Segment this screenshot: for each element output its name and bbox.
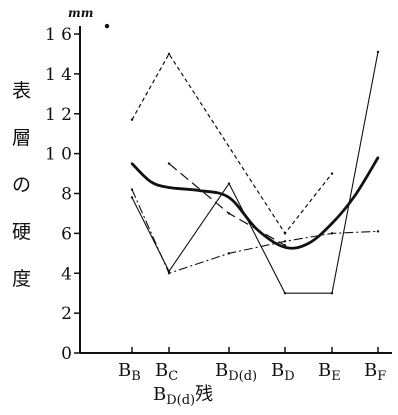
- y-axis-label-char: 度: [12, 268, 32, 290]
- data-point: [330, 232, 334, 235]
- y-tick-label: 1 4: [45, 65, 72, 85]
- series-line-thin-solid: [131, 51, 379, 294]
- data-point: [167, 186, 171, 189]
- series-line-long-dash: [168, 163, 286, 246]
- x-axis-label: BD(d)残: [153, 384, 213, 408]
- data-point: [227, 212, 231, 215]
- x-tick-label: BF: [364, 360, 386, 384]
- data-point: [283, 240, 287, 243]
- x-tick-label: BE: [318, 360, 341, 384]
- y-axis-label-char: 層: [12, 127, 32, 149]
- data-point: [167, 52, 171, 56]
- x-tick-label: BD(d): [215, 360, 257, 384]
- data-point: [130, 188, 134, 191]
- y-tick-label: 2: [61, 304, 72, 324]
- y-tick-label: 1 2: [45, 105, 72, 125]
- y-tick-label: 4: [61, 264, 72, 284]
- y-axis-unit: mm: [68, 6, 94, 20]
- data-point: [376, 230, 380, 233]
- y-tick-label: 6: [61, 224, 72, 244]
- data-point: [130, 118, 134, 121]
- data-point: [376, 50, 380, 54]
- data-point: [227, 182, 231, 185]
- data-point: [330, 172, 334, 175]
- y-axis-label-char: 硬: [12, 221, 32, 243]
- data-point: [330, 291, 334, 295]
- series-line-thick-curve: [131, 156, 380, 250]
- x-tick-label: BB: [118, 360, 141, 384]
- x-axis-ticks: BB BC BD(d) BD BE BF BD(d)残: [118, 347, 386, 408]
- y-tick-label: 1 6: [45, 25, 72, 45]
- data-point: [130, 196, 134, 199]
- outlier-point: [104, 23, 110, 29]
- y-axis-label-char: の: [12, 174, 32, 196]
- y-axis-ticks: 0 2 4 6 8 1 0 1 2 1 4 1 6: [45, 25, 80, 364]
- data-point: [283, 246, 287, 249]
- data-point: [227, 196, 231, 199]
- y-axis-label-char: 表: [12, 80, 32, 102]
- data-point: [130, 162, 134, 165]
- series-lines: [104, 23, 380, 295]
- data-point: [227, 252, 231, 255]
- axes: [79, 26, 392, 354]
- data-point: [167, 162, 171, 165]
- data-point: [376, 156, 380, 159]
- y-tick-label: 8: [61, 185, 72, 205]
- x-tick-label: BD: [271, 360, 295, 384]
- y-tick-label: 0: [61, 344, 72, 364]
- data-point: [167, 272, 171, 275]
- data-point: [283, 232, 287, 235]
- data-point: [330, 222, 334, 225]
- series-line-dashed: [131, 53, 333, 234]
- data-point: [283, 291, 287, 295]
- series-line-dash-dot: [131, 189, 379, 274]
- y-tick-label: 1 0: [45, 145, 72, 165]
- x-tick-label: BC: [155, 360, 178, 384]
